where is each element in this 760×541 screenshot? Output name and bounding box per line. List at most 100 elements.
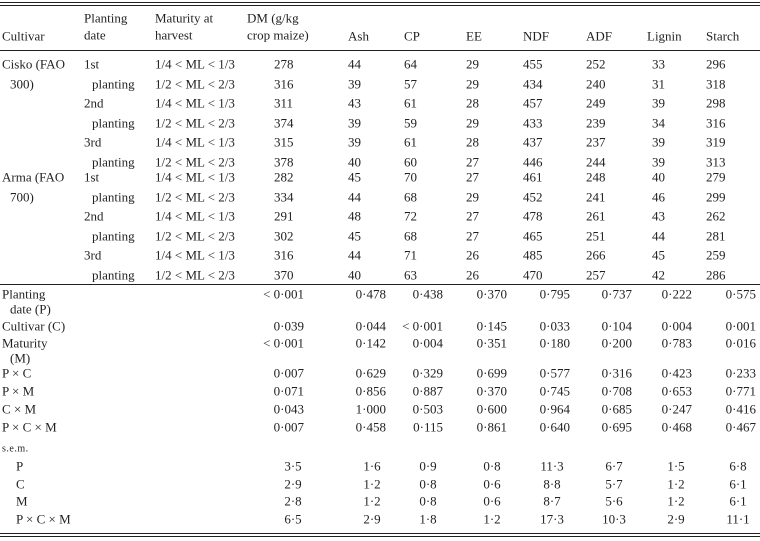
p-value: 0·467 [725,419,756,435]
row-label: 1/2 < ML < 2/3 [155,76,235,92]
sem-value: 6·1 [729,476,747,491]
sem-value: 2·9 [363,511,381,526]
cell-value: 43 [348,95,361,111]
p-value: 0·640 [539,419,570,435]
p-value: 0·964 [539,401,570,417]
sem-value: 1·2 [363,493,381,509]
p-value: 0·438 [412,286,443,302]
cell-value: 465 [523,228,543,244]
cell-value: 70 [404,169,417,185]
header-cell: DM (g/kg [247,10,299,26]
p-value: 0·329 [412,365,443,381]
cell-value: 26 [466,247,479,263]
cell-value: 45 [652,247,665,263]
cell-value: 45 [348,228,361,244]
p-value: 0·222 [661,286,692,302]
sem-value: 11·3 [540,458,564,474]
cell-value: 316 [706,115,726,131]
cell-value: 40 [348,154,361,170]
row-label: 1st [84,169,100,185]
row-label: 1/2 < ML < 2/3 [155,154,235,170]
p-value: 0·771 [725,383,756,399]
cell-value: 68 [404,228,417,244]
cell-value: 43 [652,208,665,224]
cell-value: 44 [348,247,361,263]
sem-value: 1·2 [363,476,381,491]
cell-value: 259 [706,247,726,263]
sem-value: 5·7 [605,476,623,491]
p-value: 0·503 [412,401,443,417]
sem-value: 0·8 [419,476,437,491]
cell-value: 237 [586,134,606,150]
p-value: 0·004 [661,318,692,334]
cell-value: 45 [348,169,361,185]
p-value: 0·699 [476,365,507,381]
cell-value: 302 [274,228,294,244]
sem-value: 0·6 [483,476,501,491]
p-value: 0·001 [725,318,756,334]
cell-value: 299 [706,189,726,205]
stat-label: (M) [10,350,31,366]
cell-value: 29 [466,56,479,72]
sem-value: 6·1 [729,493,747,509]
sem-value: 2·9 [667,511,685,526]
header-cell: harvest [155,27,193,43]
p-value: < 0·001 [263,286,304,302]
cell-value: 316 [274,76,294,92]
p-value: 0·861 [476,419,507,435]
row-label: 2nd [84,95,104,111]
cell-value: 29 [466,76,479,92]
cell-value: 244 [586,154,606,170]
row-label: planting [92,154,135,170]
cell-value: 44 [348,56,361,72]
cell-value: 72 [404,208,417,224]
p-value: 0·737 [601,286,632,302]
p-value: 0·745 [539,383,570,399]
row-label: 1/4 < ML < 1/3 [155,56,235,72]
stat-label: date (P) [10,301,51,317]
row-label: 1/4 < ML < 1/3 [155,95,235,111]
row-label: 1st [84,56,100,72]
p-value: 0·423 [661,365,692,381]
cell-value: 39 [652,154,665,170]
p-value: 0·685 [601,401,632,417]
p-value: 0·142 [355,335,386,351]
sem-value: 6·5 [284,511,302,526]
cell-value: 27 [466,154,479,170]
cell-value: 478 [523,208,543,224]
cell-value: 40 [652,169,665,185]
p-value: 0·145 [476,318,507,334]
cell-value: 26 [466,267,479,283]
p-value: 0·629 [355,365,386,381]
cell-value: 249 [586,95,606,111]
cell-value: 452 [523,189,543,205]
row-label: planting [92,228,135,244]
p-value: 0·007 [273,365,304,381]
sem-value: 2·9 [284,476,302,491]
cell-value: 370 [274,267,294,283]
sem-value: 6·7 [605,458,623,474]
cell-value: 279 [706,169,726,185]
p-value: 0·856 [355,383,386,399]
cell-value: 39 [348,76,361,92]
sem-value: 6·8 [729,458,747,474]
sem-value: 11·1 [726,511,750,526]
sem-value: 5·6 [605,493,623,509]
sem-value: 1·2 [667,476,685,491]
p-value: 0·233 [725,365,756,381]
cell-value: 313 [706,154,726,170]
cell-value: 461 [523,169,543,185]
stat-label: Cultivar (C) [2,318,66,334]
p-value: 0·370 [476,286,507,302]
header-cell: NDF [523,28,550,44]
header-cell: date [84,27,106,43]
cell-value: 278 [274,56,294,72]
cell-value: 29 [466,115,479,131]
p-value: 0·370 [476,383,507,399]
row-label: 700) [10,189,34,205]
cell-value: 61 [404,134,417,150]
p-value: 0·708 [601,383,632,399]
p-value: 0·695 [601,419,632,435]
cell-value: 57 [404,76,417,92]
